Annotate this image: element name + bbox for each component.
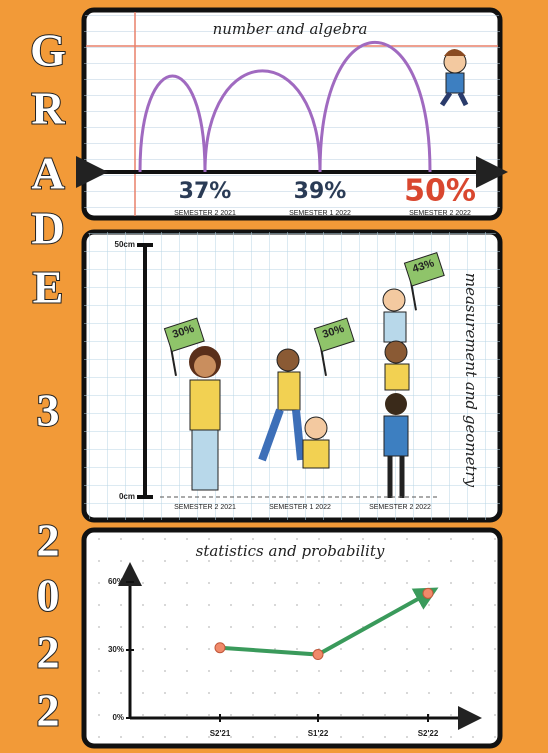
title-letter: D [31,203,64,254]
poster-canvas: GRADE32022number and algebra37%SEMESTER … [0,0,548,753]
value-label: 50% [404,174,476,209]
title-letter: A [31,148,64,199]
tick-label: 50cm [115,240,135,249]
title-letter: 2 [37,627,60,678]
title-letter: 2 [37,685,60,736]
category-label: SEMESTER 1 2022 [269,504,331,511]
tick-label: 60% [108,577,124,586]
title-letter: 0 [37,570,60,621]
panel-title: statistics and probability [196,542,385,560]
tick-label: 30% [108,645,124,654]
panel-title: number and algebra [213,20,368,38]
title-letter: G [30,25,66,76]
value-label: 39% [294,179,347,204]
tick-label: 0cm [119,492,135,501]
category-label: SEMESTER 2 2022 [369,504,431,511]
title-letter: 2 [37,515,60,566]
category-label: SEMESTER 2 2022 [409,210,471,217]
data-point [423,588,433,598]
data-point [215,643,225,653]
category-label: S2'22 [418,729,439,738]
title-letter: R [31,83,65,134]
poster: GRADE32022number and algebra37%SEMESTER … [0,0,548,753]
category-label: S2'21 [210,729,231,738]
category-label: S1'22 [308,729,329,738]
value-label: 37% [179,179,232,204]
title-letter: 3 [37,385,60,436]
category-label: SEMESTER 1 2022 [289,210,351,217]
tick-label: 0% [112,713,124,722]
data-point [313,650,323,660]
panel-title: measurement and geometry [462,273,480,488]
category-label: SEMESTER 2 2021 [174,504,236,511]
title-letter: E [33,262,64,313]
category-label: SEMESTER 2 2021 [174,210,236,217]
